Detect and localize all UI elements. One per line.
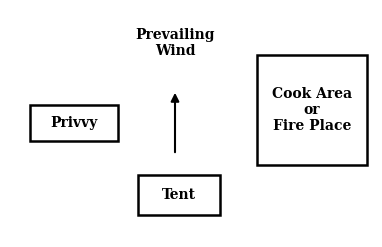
FancyBboxPatch shape [138,175,220,215]
Text: Tent: Tent [162,188,196,202]
Text: Prevailing
Wind: Prevailing Wind [135,28,215,58]
Text: Privvy: Privvy [50,116,98,130]
Text: Cook Area
or
Fire Place: Cook Area or Fire Place [272,87,352,133]
FancyBboxPatch shape [30,105,118,141]
FancyBboxPatch shape [257,55,367,165]
